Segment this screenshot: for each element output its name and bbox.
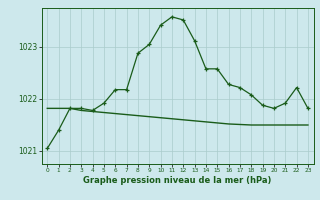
X-axis label: Graphe pression niveau de la mer (hPa): Graphe pression niveau de la mer (hPa)	[84, 176, 272, 185]
